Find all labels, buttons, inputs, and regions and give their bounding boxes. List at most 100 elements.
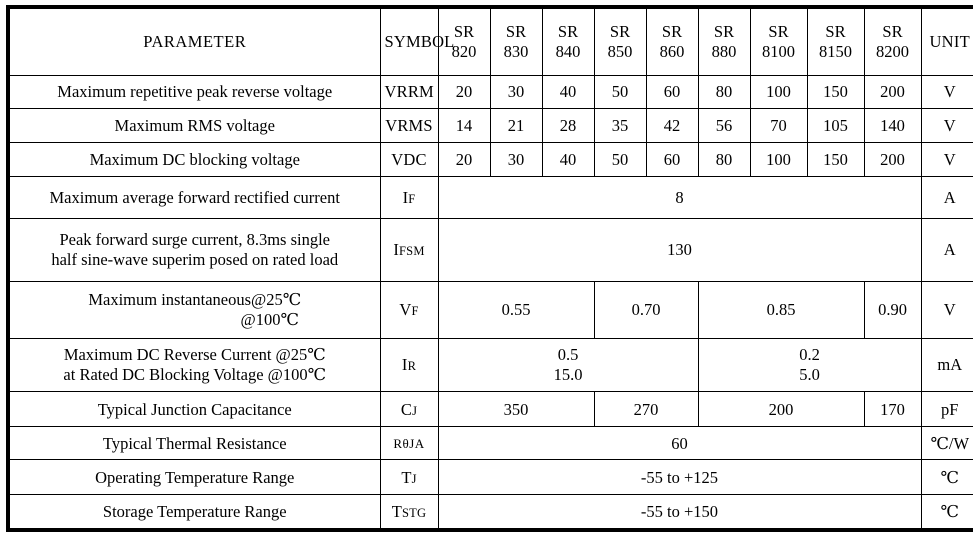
row-symbol: IFSM <box>379 218 439 282</box>
cell-value-group: 200 <box>697 391 865 428</box>
table-row: Typical Thermal Resistance RθJA 60 ℃/W <box>7 426 973 461</box>
cell-value-bottom: 15.0 <box>553 364 583 384</box>
row-unit: pF <box>920 391 973 428</box>
cell-value: 80 <box>697 142 751 178</box>
symbol-main: I <box>402 188 409 208</box>
header-device-number: 830 <box>503 41 529 61</box>
row-symbol: IF <box>379 176 439 220</box>
table-row: Storage Temperature Range TSTG -55 to +1… <box>7 494 973 531</box>
cell-value: 20 <box>437 74 491 110</box>
table-row: Maximum repetitive peak reverse voltage … <box>7 74 973 110</box>
header-device-number: 8200 <box>876 41 909 61</box>
cell-value: 80 <box>697 74 751 110</box>
cell-value: 40 <box>541 74 595 110</box>
header-device-prefix: SR <box>505 22 527 42</box>
header-device-number: 840 <box>555 41 581 61</box>
header-device-sr860: SR 860 <box>645 6 699 76</box>
table-row: Maximum RMS voltage VRMS 14 21 28 35 42 … <box>7 108 973 144</box>
table-row: Peak forward surge current, 8.3ms single… <box>7 218 973 282</box>
row-unit: V <box>920 280 973 339</box>
row-parameter: Maximum average forward rectified curren… <box>7 176 381 220</box>
row-unit: A <box>920 218 973 282</box>
cell-value: 30 <box>489 142 543 178</box>
cell-value-group: 0.90 <box>863 280 922 339</box>
row-unit: ℃ <box>920 459 973 496</box>
row-unit: V <box>920 108 973 144</box>
cell-value: 30 <box>489 74 543 110</box>
header-device-sr830: SR 830 <box>489 6 543 76</box>
row-symbol: CJ <box>379 391 439 428</box>
header-device-number: 850 <box>607 41 633 61</box>
row-parameter: Storage Temperature Range <box>7 494 381 531</box>
cell-value: 60 <box>645 74 699 110</box>
row-symbol: IR <box>379 337 439 393</box>
symbol-subscript: J <box>411 471 417 486</box>
cell-value: 150 <box>806 74 865 110</box>
cell-value: 60 <box>645 142 699 178</box>
table-row: Operating Temperature Range TJ -55 to +1… <box>7 459 973 496</box>
header-parameter: PARAMETER <box>7 6 381 76</box>
table-row: Maximum average forward rectified curren… <box>7 176 973 220</box>
header-device-sr880: SR 880 <box>697 6 751 76</box>
cell-value: 28 <box>541 108 595 144</box>
cell-value-top: 0.2 <box>799 345 820 365</box>
row-unit: A <box>920 176 973 220</box>
cell-value-merged: -55 to +125 <box>437 459 922 496</box>
header-symbol: SYMBOL <box>379 6 454 76</box>
table-row: Maximum instantaneous@25℃ @100℃ VF 0.55 … <box>7 280 973 339</box>
cell-value: 35 <box>593 108 647 144</box>
row-parameter-line2: @100℃ <box>240 309 299 329</box>
cell-value-top: 0.5 <box>557 345 579 365</box>
row-symbol: VRMS <box>379 108 439 144</box>
symbol-subscript: F <box>411 303 419 318</box>
header-device-prefix: SR <box>557 22 579 42</box>
header-device-prefix: SR <box>882 22 903 42</box>
symbol-subscript: J <box>412 403 418 418</box>
row-symbol: TJ <box>379 459 439 496</box>
row-symbol: TSTG <box>379 494 439 531</box>
row-parameter: Typical Junction Capacitance <box>7 391 381 428</box>
cell-value-group: 0.70 <box>593 280 699 339</box>
symbol-main: T <box>401 467 412 487</box>
header-device-number: 8150 <box>819 41 852 61</box>
cell-value-merged: -55 to +150 <box>437 494 922 531</box>
table-row: Typical Junction Capacitance CJ 350 270 … <box>7 391 973 428</box>
cell-value-group: 0.55 <box>437 280 595 339</box>
symbol-main: T <box>391 501 403 521</box>
header-device-sr820: SR 820 <box>437 6 491 76</box>
header-device-prefix: SR <box>661 22 683 42</box>
electrical-characteristics-table: PARAMETER SYMBOL SR 820 SR 830 SR 840 SR… <box>6 5 973 532</box>
header-device-number: 8100 <box>762 41 795 61</box>
cell-value: 42 <box>645 108 699 144</box>
cell-value: 100 <box>749 142 808 178</box>
row-unit: V <box>920 74 973 110</box>
cell-value-merged: 60 <box>437 426 922 461</box>
cell-value-group: 0.5 15.0 <box>437 337 699 393</box>
header-device-sr850: SR 850 <box>593 6 647 76</box>
cell-value-group: 170 <box>863 391 922 428</box>
header-device-prefix: SR <box>825 22 846 42</box>
row-parameter-line2: half sine-wave superim posed on rated lo… <box>51 249 339 269</box>
cell-value: 140 <box>863 108 922 144</box>
cell-value: 14 <box>437 108 491 144</box>
cell-value-group: 0.85 <box>697 280 865 339</box>
header-device-prefix: SR <box>713 22 735 42</box>
cell-value: 50 <box>593 74 647 110</box>
row-unit: ℃/W <box>920 426 973 461</box>
row-parameter: Maximum repetitive peak reverse voltage <box>7 74 381 110</box>
table-row: Maximum DC Reverse Current @25℃ at Rated… <box>7 337 973 393</box>
table-header-row: PARAMETER SYMBOL SR 820 SR 830 SR 840 SR… <box>7 6 973 76</box>
symbol-main: I <box>401 355 408 375</box>
row-parameter: Maximum RMS voltage <box>7 108 381 144</box>
cell-value: 50 <box>593 142 647 178</box>
header-device-prefix: SR <box>453 22 475 42</box>
header-device-number: 820 <box>451 41 477 61</box>
row-symbol: VDC <box>379 142 439 178</box>
row-parameter: Operating Temperature Range <box>7 459 381 496</box>
header-device-number: 860 <box>659 41 685 61</box>
symbol-subscript: FSM <box>399 244 425 259</box>
header-device-sr8150: SR 8150 <box>806 6 865 76</box>
cell-value-merged: 8 <box>437 176 922 220</box>
symbol-main: I <box>393 240 400 260</box>
